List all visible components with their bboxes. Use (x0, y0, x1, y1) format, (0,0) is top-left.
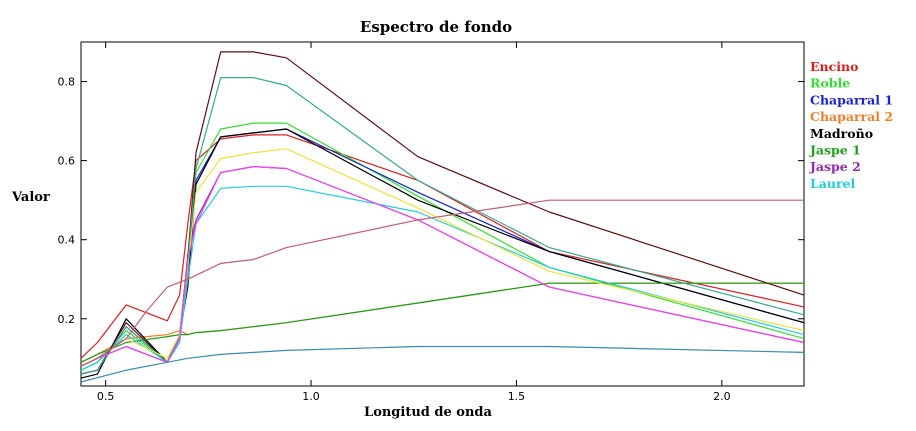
x-tick-label: 2.0 (713, 390, 731, 403)
y-tick-label: 0.2 (58, 313, 76, 326)
series-line-unlabeled-8 (80, 51, 805, 375)
legend-item-madrono: Madroño (810, 126, 873, 141)
legend-item-laurel: Laurel (810, 176, 856, 191)
series-line-unlabeled-13 (80, 345, 805, 383)
y-axis: 0.2 0.4 0.6 0.8 (58, 76, 804, 326)
series-line-unlabeled-9 (80, 76, 805, 375)
x-tick-label: 1.5 (508, 390, 526, 403)
legend-item-roble: Roble (810, 76, 850, 91)
x-tick-label: 1.0 (302, 390, 320, 403)
legend-item-chaparral-2: Chaparral 2 (810, 109, 893, 124)
x-axis-label: Longitud de onda (364, 405, 492, 420)
y-tick-label: 0.4 (58, 234, 76, 247)
plot-frame (80, 41, 805, 387)
x-axis: 0.5 1.0 1.5 2.0 (97, 42, 731, 403)
legend-item-jaspe-2: Jaspe 2 (809, 159, 861, 174)
y-tick-label: 0.6 (58, 155, 76, 168)
legend-item-encino: Encino (810, 59, 858, 74)
legend-item-chaparral-1: Chaparral 1 (810, 92, 893, 107)
series-line-madrono (80, 128, 805, 379)
chart-title: Espectro de fondo (360, 18, 512, 36)
y-tick-label: 0.8 (58, 76, 76, 89)
series-line-jaspe-1 (80, 282, 804, 363)
y-axis-label: Valor (11, 190, 50, 205)
legend-item-jaspe-1: Jaspe 1 (809, 143, 861, 158)
x-tick-label: 0.5 (97, 390, 115, 403)
series-line-unlabeled-12 (80, 199, 804, 367)
series-lines (80, 51, 805, 383)
